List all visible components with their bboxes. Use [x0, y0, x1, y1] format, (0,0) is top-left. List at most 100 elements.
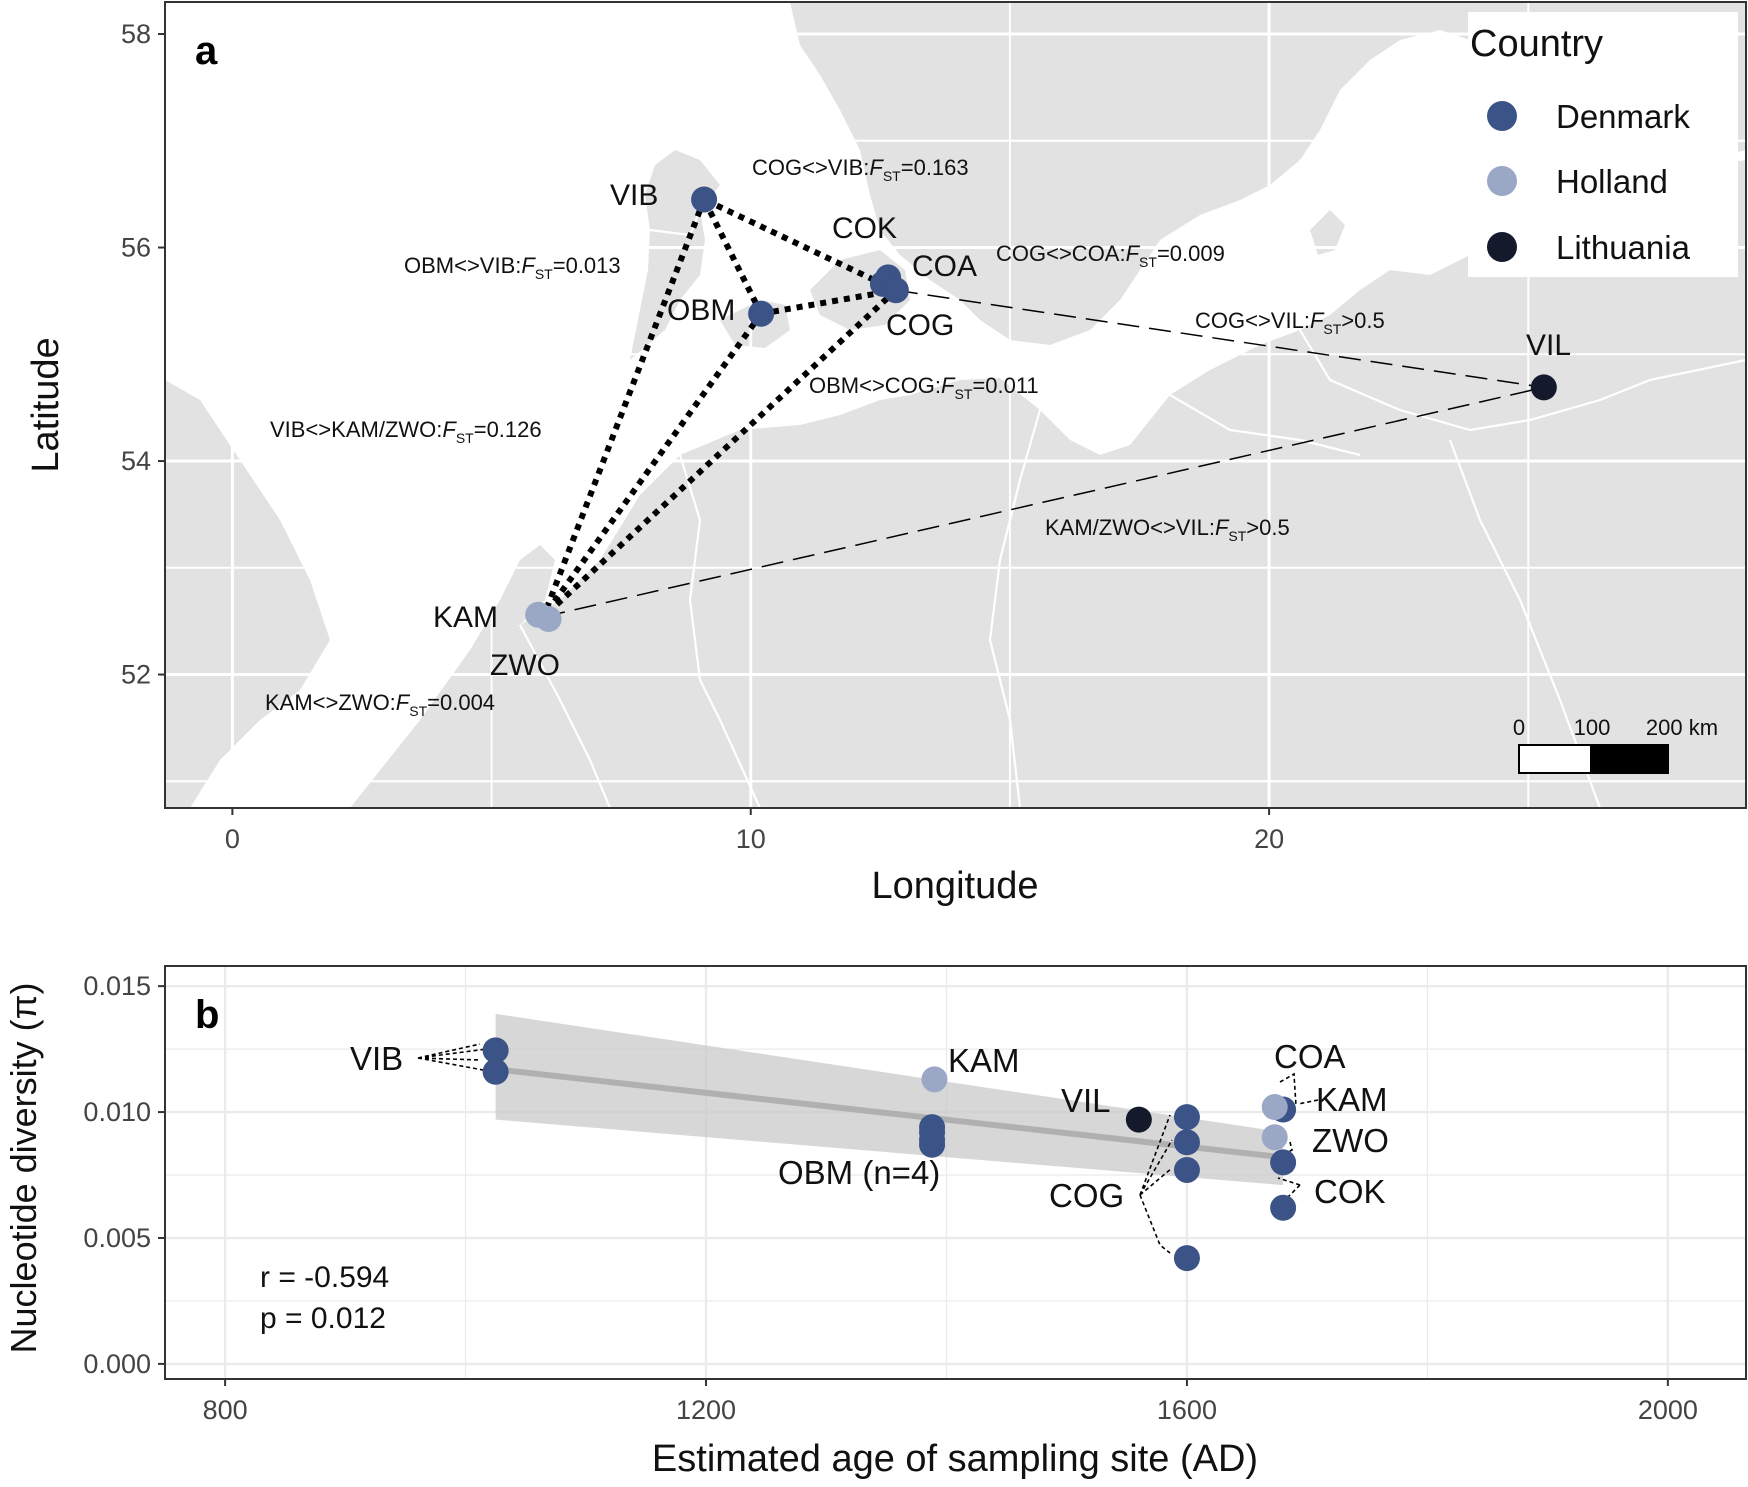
legend-title: Country	[1470, 23, 1603, 65]
scale-bar-label-0: 0	[1513, 715, 1525, 740]
x-tick-label: 0	[225, 824, 240, 854]
y-tick-label: 56	[121, 233, 151, 263]
legend-label-denmark: Denmark	[1556, 98, 1690, 135]
point-label-zwo: ZWO	[1312, 1122, 1389, 1159]
point-label-vil: VIL	[1061, 1082, 1111, 1119]
label-leader-lines	[417, 1043, 1319, 1254]
y-tick-label: 0.005	[83, 1223, 151, 1253]
x-tick-label: 800	[203, 1395, 248, 1425]
x-axis-title-longitude: Longitude	[872, 865, 1039, 907]
annotation-vib-kamzwo: VIB<>KAM/ZWO:FST=0.126	[270, 417, 542, 446]
y-tick-label: 52	[121, 660, 151, 690]
diversity-points	[482, 1037, 1297, 1272]
x-tick-label: 10	[736, 824, 766, 854]
point-label-kam-left: KAM	[948, 1042, 1020, 1079]
y-tick-label: 54	[121, 446, 151, 476]
scale-bar-white-segment	[1518, 744, 1592, 774]
site-label-zwo: ZWO	[490, 649, 560, 682]
y-axis-title-latitude: Latitude	[25, 337, 67, 472]
annotation-cog-vib: COG<>VIB:FST=0.163	[752, 155, 969, 184]
y-tick-label: 0.015	[83, 971, 151, 1001]
diversity-point-cog	[1173, 1129, 1200, 1156]
point-label-obm: OBM (n=4)	[778, 1154, 940, 1191]
site-point-obm	[748, 300, 775, 327]
annotation-kam-zwo: KAM<>ZWO:FST=0.004	[265, 690, 495, 719]
y-tick-label: 0.000	[83, 1349, 151, 1379]
point-label-cok: COK	[1314, 1173, 1386, 1210]
stat-r: r = -0.594	[260, 1261, 389, 1294]
panel-letter-b: b	[195, 993, 219, 1037]
site-point-vib	[691, 186, 718, 213]
legend: Country Denmark Holland Lithuania	[1468, 12, 1738, 277]
scale-bar-black-segment	[1590, 744, 1669, 774]
site-label-kam: KAM	[433, 601, 498, 634]
annotation-obm-cog: OBM<>COG:FST=0.011	[809, 373, 1039, 402]
legend-key-holland	[1487, 166, 1517, 196]
link-cog-vil	[895, 289, 1544, 389]
link-obm-kam-zwo	[540, 311, 764, 619]
site-labels: VIB OBM COK COA COG VIL KAM ZWO	[433, 179, 1571, 682]
link-obm-vib	[701, 198, 764, 316]
y-tick-label: 58	[121, 19, 151, 49]
annotation-kamzwo-vil: KAM/ZWO<>VIL:FST>0.5	[1045, 515, 1290, 544]
legend-key-lithuania	[1487, 232, 1517, 262]
site-label-obm: OBM	[667, 294, 735, 327]
legend-label-lithuania: Lithuania	[1556, 229, 1691, 266]
diversity-point-cok	[1270, 1194, 1297, 1221]
point-label-coa: COA	[1274, 1038, 1346, 1075]
panel-a-frame	[164, 1, 1747, 809]
site-label-cog: COG	[886, 309, 954, 342]
panel-b-axes: 800 1200 1600 2000 0.000 0.005 0.010 0.015	[83, 971, 1697, 1425]
panel-b-background	[165, 966, 1746, 1379]
diversity-point-cog	[1173, 1245, 1200, 1272]
link-cog-kam-zwo	[541, 288, 898, 620]
y-tick-label: 0.010	[83, 1097, 151, 1127]
diversity-point-zwo	[1261, 1124, 1288, 1151]
confidence-band	[495, 1013, 1284, 1186]
diversity-point-kam	[921, 1066, 948, 1093]
fst-links	[540, 196, 1545, 620]
point-label-vib: VIB	[350, 1040, 403, 1077]
stat-p: p = 0.012	[260, 1302, 386, 1335]
point-label-kam-right: KAM	[1316, 1081, 1388, 1118]
site-point-zwo	[535, 606, 562, 633]
y-axis-title-diversity: Nucleotide diversity (π)	[3, 983, 44, 1354]
annotation-cog-vil: COG<>VIL:FST>0.5	[1195, 308, 1385, 337]
site-label-coa: COA	[912, 250, 977, 283]
confidence-band-area	[495, 1013, 1284, 1186]
point-label-cog: COG	[1049, 1177, 1124, 1214]
diversity-point-vib	[482, 1058, 509, 1085]
x-tick-label: 20	[1254, 824, 1284, 854]
x-tick-label: 1200	[676, 1395, 736, 1425]
diversity-point-cok	[1270, 1149, 1297, 1176]
panel-letter-a: a	[195, 29, 218, 73]
panel-b: VIB KAM OBM (n=4) VIL COG COA KAM ZWO CO…	[3, 965, 1747, 1480]
scale-bar: 0 100 200 km	[1513, 715, 1718, 774]
x-axis-title-age: Estimated age of sampling site (AD)	[652, 1438, 1258, 1480]
diversity-point-cog	[1173, 1156, 1200, 1183]
panel-a: VIB OBM COK COA COG VIL KAM ZWO COG<>VIB…	[25, 1, 1747, 907]
link-vib-kam-zwo	[540, 198, 707, 618]
diversity-point-obm	[919, 1131, 946, 1158]
panel-a-axes: 0 10 20 52 54 56 58	[121, 19, 1284, 854]
x-tick-label: 1600	[1157, 1395, 1217, 1425]
site-point-cog	[882, 277, 909, 304]
scale-bar-label-100: 100	[1574, 715, 1611, 740]
point-labels: VIB KAM OBM (n=4) VIL COG COA KAM ZWO CO…	[350, 1038, 1389, 1214]
site-points	[525, 186, 1557, 633]
legend-label-holland: Holland	[1556, 163, 1668, 200]
link-kam-zwo-vil	[543, 386, 1545, 618]
site-label-cok: COK	[832, 212, 897, 245]
x-tick-label: 2000	[1638, 1395, 1698, 1425]
panel-b-frame	[164, 965, 1747, 1380]
fst-annotations: COG<>VIB:FST=0.163 OBM<>VIB:FST=0.013 CO…	[265, 155, 1385, 719]
diversity-point-vib	[482, 1037, 509, 1064]
site-label-vib: VIB	[610, 179, 658, 212]
legend-background	[1468, 12, 1738, 277]
site-point-vil	[1530, 374, 1557, 401]
diversity-point-kam	[1261, 1094, 1288, 1121]
legend-key-denmark	[1487, 101, 1517, 131]
scale-bar-label-200km: 200 km	[1646, 715, 1718, 740]
site-label-vil: VIL	[1526, 329, 1571, 362]
